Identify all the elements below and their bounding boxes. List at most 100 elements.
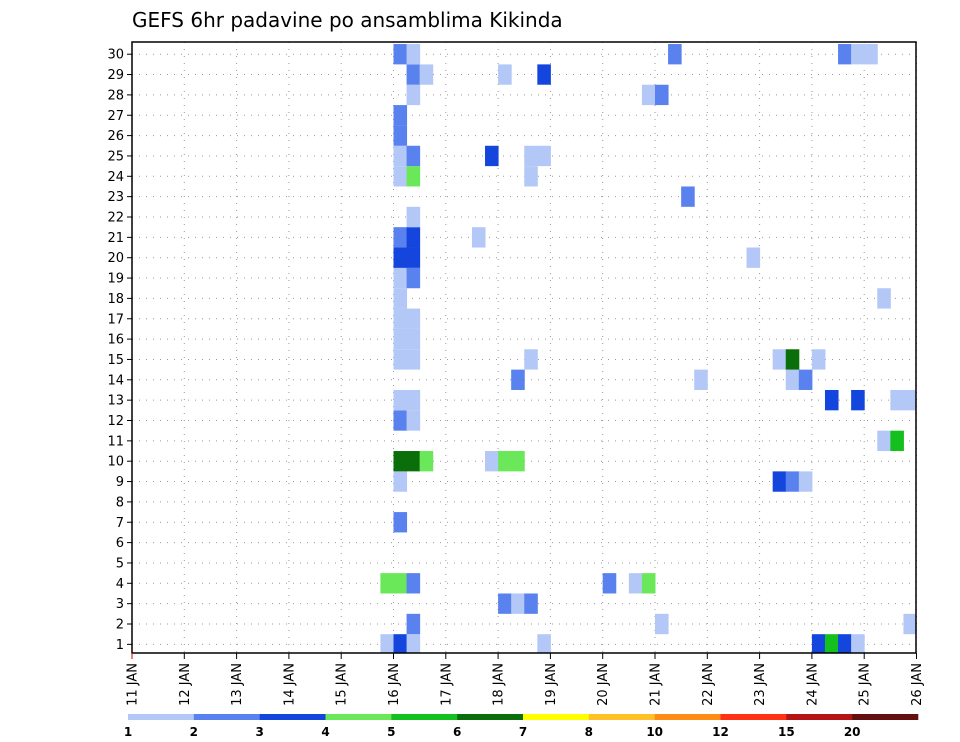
x-tick-label: 17 JAN — [439, 663, 454, 706]
heatmap-cell — [406, 267, 421, 289]
heatmap-cell — [537, 145, 551, 167]
x-tick-label: 23 JAN — [753, 663, 768, 706]
colorbar-label: 6 — [453, 725, 461, 739]
y-tick-label: 26 — [107, 129, 124, 144]
colorbar-swatch — [720, 714, 787, 720]
x-tick-label: 14 JAN — [282, 663, 297, 706]
heatmap-cell — [877, 288, 891, 309]
heatmap-cell — [393, 166, 408, 187]
heatmap-cell — [393, 634, 408, 653]
colorbar-label: 8 — [585, 725, 593, 739]
heatmap-cell — [406, 328, 421, 350]
heatmap-cell — [641, 84, 656, 106]
heatmap-cell — [681, 186, 695, 207]
heatmap-cell — [406, 247, 421, 268]
heatmap-cell — [393, 328, 408, 350]
x-tick-label: 24 JAN — [805, 663, 820, 706]
heatmap-cell — [406, 145, 421, 167]
heatmap-cell — [393, 267, 408, 289]
heatmap-cell — [393, 349, 408, 370]
x-tick-label: 21 JAN — [649, 663, 664, 706]
x-tick-label: 11 JAN — [126, 663, 141, 706]
heatmap-cell — [524, 166, 538, 187]
colorbar-label: 10 — [646, 725, 663, 739]
heatmap-cell — [406, 634, 421, 653]
heatmap-cell — [798, 369, 813, 390]
y-tick-label: 8 — [116, 495, 124, 510]
x-tick-label: 20 JAN — [596, 663, 611, 706]
heatmap-cell — [393, 308, 408, 329]
heatmap-cell — [419, 64, 434, 85]
colorbar-swatch — [457, 714, 524, 720]
heatmap-cell — [406, 451, 421, 472]
y-tick-label: 23 — [107, 190, 124, 205]
heatmap-cell — [668, 44, 682, 65]
heatmap-cell — [498, 593, 512, 614]
heatmap-cell — [393, 125, 408, 146]
y-tick-label: 21 — [107, 231, 124, 246]
heatmap-cell — [471, 227, 486, 248]
heatmap-cell — [785, 349, 800, 370]
y-tick-label: 11 — [107, 434, 124, 449]
heatmap-cell — [851, 389, 865, 411]
heatmap-cell — [511, 593, 525, 614]
heatmap-cell — [393, 105, 408, 126]
heatmap-cell — [393, 227, 408, 248]
colorbar-label: 2 — [190, 725, 198, 739]
colorbar-swatch — [588, 714, 655, 720]
y-tick-label: 4 — [116, 577, 124, 592]
x-tick-label: 13 JAN — [230, 663, 245, 706]
y-tick-label: 14 — [107, 373, 124, 388]
heatmap-cell — [524, 349, 538, 370]
colorbar-label: 7 — [519, 725, 527, 739]
heatmap-cell — [851, 44, 865, 65]
y-tick-label: 20 — [107, 251, 124, 266]
heatmap-cell — [380, 634, 394, 653]
heatmap-cell — [393, 451, 408, 472]
colorbar-label: 1 — [124, 725, 132, 739]
x-axis: 11 JAN 12 JAN 13 JAN 14 JAN 15 JAN 16 JAN 17 J… — [126, 653, 925, 706]
heatmap-cell — [406, 64, 421, 85]
colorbar-label: 5 — [387, 725, 395, 739]
plot-frame — [131, 41, 917, 654]
heatmap-cell — [772, 471, 787, 492]
heatmap-cell — [406, 308, 421, 329]
colorbar-swatch — [128, 714, 195, 720]
y-tick-label: 28 — [107, 88, 124, 103]
heatmap-cell — [811, 349, 826, 370]
heatmap-cell — [772, 349, 787, 370]
heatmap-cell — [406, 227, 421, 248]
y-tick-label: 24 — [107, 170, 124, 185]
colorbar-swatch — [786, 714, 853, 720]
x-tick-label: 16 JAN — [387, 663, 402, 706]
grid-lines — [131, 42, 917, 653]
colorbar-label: 4 — [321, 725, 329, 739]
heatmap-cell — [485, 451, 499, 472]
colorbar-swatch — [654, 714, 721, 720]
heatmap-cell — [406, 166, 421, 187]
heatmap-cell — [824, 389, 839, 411]
colorbar-swatch — [852, 714, 919, 720]
heatmap-cell — [393, 44, 408, 65]
heatmap-cell — [890, 430, 904, 452]
y-tick-label: 10 — [107, 455, 124, 470]
x-tick-label: 12 JAN — [178, 663, 193, 706]
heatmap-cell — [406, 389, 421, 411]
heatmap-cell — [877, 430, 891, 452]
heatmap-cell — [406, 349, 421, 370]
heatmap-cell — [890, 389, 904, 411]
heatmap-cell — [393, 410, 408, 431]
data-cells — [380, 44, 916, 653]
heatmap-cell — [393, 389, 408, 411]
colorbar-swatch — [325, 714, 392, 720]
heatmap-cell — [746, 247, 761, 268]
y-tick-label: 29 — [107, 68, 124, 83]
heatmap-cell — [537, 634, 551, 653]
heatmap-cell — [406, 84, 421, 106]
y-tick-label: 30 — [107, 48, 124, 63]
y-tick-label: 3 — [116, 597, 124, 612]
heatmap-cell — [406, 44, 421, 65]
heatmap-cell — [511, 451, 525, 472]
chart-title: GEFS 6hr padavine po ansamblima Kikinda — [132, 8, 563, 32]
